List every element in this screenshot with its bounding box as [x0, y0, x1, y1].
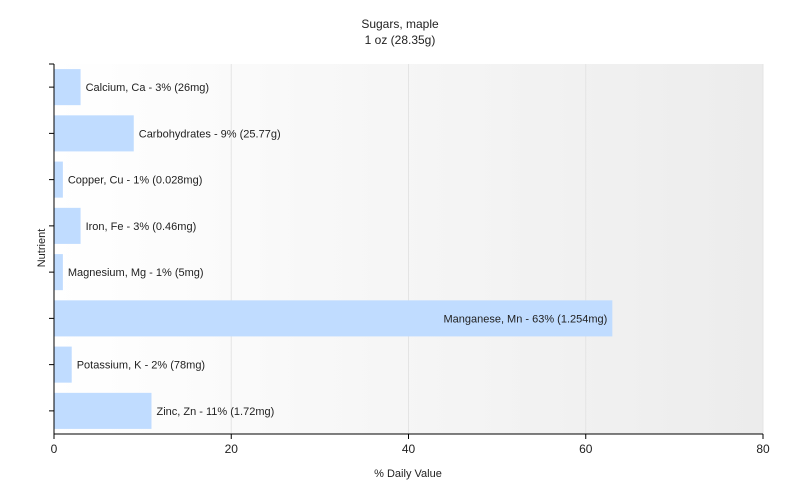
bar	[54, 392, 152, 429]
chart-title: Sugars, maple	[361, 17, 439, 31]
x-tick-label: 20	[225, 442, 239, 456]
bar	[54, 115, 134, 152]
bar	[54, 161, 63, 198]
x-axis-label: % Daily Value	[374, 468, 442, 480]
x-tick-label: 0	[51, 442, 58, 456]
bar	[54, 346, 72, 383]
bar-label: Copper, Cu - 1% (0.028mg)	[68, 175, 203, 187]
x-tick-label: 60	[579, 442, 593, 456]
bar-label: Potassium, K - 2% (78mg)	[77, 360, 205, 372]
grid-lines	[230, 64, 764, 434]
bar	[54, 300, 613, 337]
bar-label: Carbohydrates - 9% (25.77g)	[139, 128, 281, 140]
bar-label: Iron, Fe - 3% (0.46mg)	[86, 221, 197, 233]
bar	[54, 69, 81, 106]
x-tick-label: 80	[756, 442, 770, 456]
bar-label: Magnesium, Mg - 1% (5mg)	[68, 267, 204, 279]
chart-subtitle: 1 oz (28.35g)	[365, 33, 436, 47]
bar-label: Zinc, Zn - 11% (1.72mg)	[156, 406, 274, 418]
bar	[54, 254, 63, 291]
bar-label: Manganese, Mn - 63% (1.254mg)	[443, 313, 607, 325]
bar	[54, 207, 81, 244]
bar-label: Calcium, Ca - 3% (26mg)	[86, 82, 209, 94]
y-axis-label: Nutrient	[36, 229, 48, 268]
bars: Calcium, Ca - 3% (26mg) Carbohydrates - 9…	[54, 69, 613, 429]
x-tick-label: 40	[402, 442, 416, 456]
axes: 0 20 40 60 80	[49, 63, 770, 456]
